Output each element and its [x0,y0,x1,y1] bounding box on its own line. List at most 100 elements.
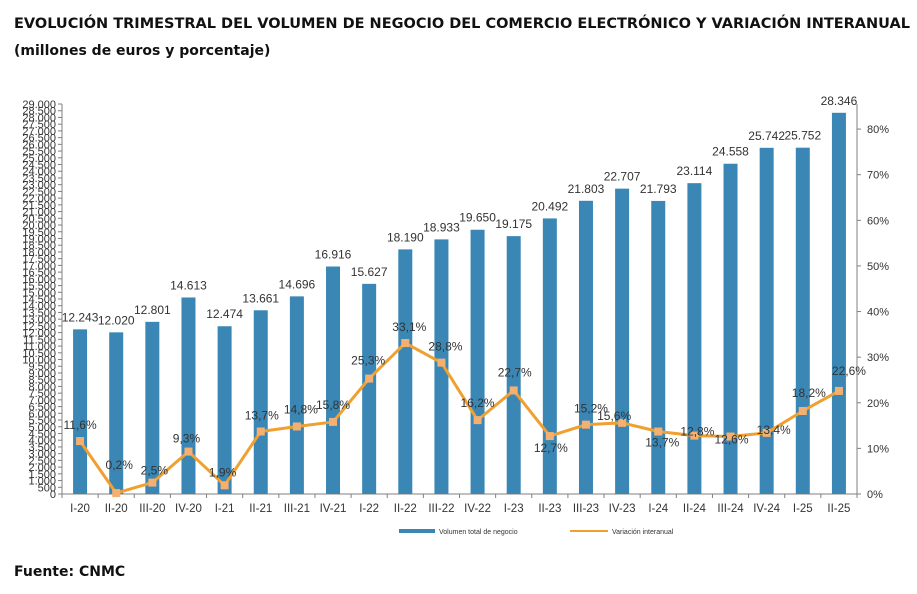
x-tick-label: III-23 [573,503,599,515]
bar-value-label: 12.243 [62,310,99,324]
bar [615,188,630,494]
y-left-tick-label: 26.000 [22,139,56,151]
y-left-tick-label: 2.500 [28,455,56,467]
line-value-label: 13,7% [645,436,679,450]
x-tick-label: IV-20 [175,503,202,515]
y-left-tick-label: 16.000 [22,274,56,286]
y-left-tick-label: 14.500 [22,294,56,306]
line-point [437,358,446,367]
y-left-tick-label: 7.500 [28,388,56,400]
y-right-tick-label: 30% [867,352,889,364]
y-left-tick-label: 22.500 [22,186,56,198]
line-value-label: 13,4% [757,423,791,437]
y-left-tick-label: 15.000 [22,287,56,299]
bar-value-label: 19.175 [495,217,532,231]
line-point [292,422,301,431]
y-left-tick-label: 13.000 [22,314,56,326]
y-left-tick-label: 15.500 [22,281,56,293]
bar-value-label: 13.661 [242,291,279,305]
y-left-tick-label: 6.500 [28,402,56,414]
y-left-tick-label: 3.500 [28,442,56,454]
y-left-tick-label: 20.000 [22,220,56,232]
x-tick-label: IV-23 [609,503,636,515]
bar [289,296,304,494]
bar [651,200,666,494]
line-value-label: 12,8% [680,425,714,439]
bar [759,147,774,494]
y-left-tick-label: 17.000 [22,260,56,272]
bar-value-label: 18.933 [423,220,460,234]
y-left-tick-label: 21.500 [22,200,56,212]
x-tick-label: I-25 [793,503,813,515]
line-point [365,374,374,383]
y-left-tick-label: 5.000 [28,422,56,434]
y-right-tick-label: 70% [867,170,889,182]
bar-value-label: 20.492 [531,199,568,213]
y-left-tick-label: 4.500 [28,428,56,440]
line-value-label: 15,2% [574,402,608,416]
y-left-tick-label: 24.500 [22,160,56,172]
bar-value-label: 12.474 [206,307,243,321]
line-value-label: 18,2% [792,386,826,400]
x-tick-label: III-24 [717,503,744,515]
y-left-tick-label: 11.500 [23,334,56,346]
y-left-tick-label: 9.000 [28,368,56,380]
bar-value-label: 25.752 [784,129,821,143]
x-tick-label: III-22 [428,503,454,515]
bar [326,266,341,494]
line-point [798,406,807,415]
bar [831,112,846,495]
bar-value-label: 15.627 [351,265,388,279]
source-note: Fuente: CNMC [14,564,126,580]
x-tick-label: II-24 [683,503,707,515]
bar [723,163,738,494]
x-tick-label: III-20 [139,503,165,515]
line-value-label: 25,3% [351,354,385,368]
y-left-tick-label: 2.000 [28,462,56,474]
y-right-tick-label: 10% [867,443,889,455]
y-left-tick-label: 20.500 [22,213,56,225]
x-tick-label: IV-21 [320,503,347,515]
y-left-tick-label: 13.500 [22,307,56,319]
bar-value-label: 22.707 [604,170,641,184]
line-value-label: 14,8% [284,402,318,416]
bar-value-label: 12.020 [98,313,135,327]
y-left-tick-label: 9.500 [28,361,56,373]
bar [362,283,377,494]
x-tick-label: I-24 [648,503,668,515]
bar [73,329,88,494]
y-left-tick-label: 0 [50,489,56,501]
bar [687,183,702,494]
line-point [834,386,843,395]
y-left-tick-label: 3.000 [28,449,56,461]
y-left-tick-label: 8.500 [28,375,56,387]
y-left-tick-label: 18.000 [22,247,56,259]
line-value-label: 28,8% [428,340,462,354]
y-left-tick-label: 19.500 [22,227,56,239]
bar-value-label: 18.190 [387,230,424,244]
line-point [581,420,590,429]
y-left-tick-label: 23.000 [22,180,56,192]
bar [398,249,413,494]
bar [542,218,557,494]
y-left-tick-label: 6.000 [28,408,56,420]
y-left-tick-label: 25.500 [22,146,56,158]
line-value-labels: 11,6% 0,2% 2,5% 9,3% 1,9% 13,7% 14,8%15,8% 25,3… [63,320,866,479]
bar [181,297,196,494]
line-value-label: 11,6% [63,418,96,432]
line-value-label: 33,1% [392,320,426,334]
line-value-label: 15,8% [316,398,350,412]
y-left-tick-label: 1.500 [28,469,56,481]
y-right-tick-label: 40% [867,307,889,319]
y-left-tick-label: 19.000 [22,233,56,245]
y-right-tick-label: 0% [867,489,883,501]
legend-line-label: Variación interanual [612,529,674,536]
x-tick-label: II-25 [827,503,850,515]
y-left-tick-label: 10.500 [22,348,56,360]
line-point [762,428,771,437]
line-value-label: 13,7% [245,409,279,423]
y-left-tick-label: 7.000 [28,395,56,407]
bar [470,229,485,494]
